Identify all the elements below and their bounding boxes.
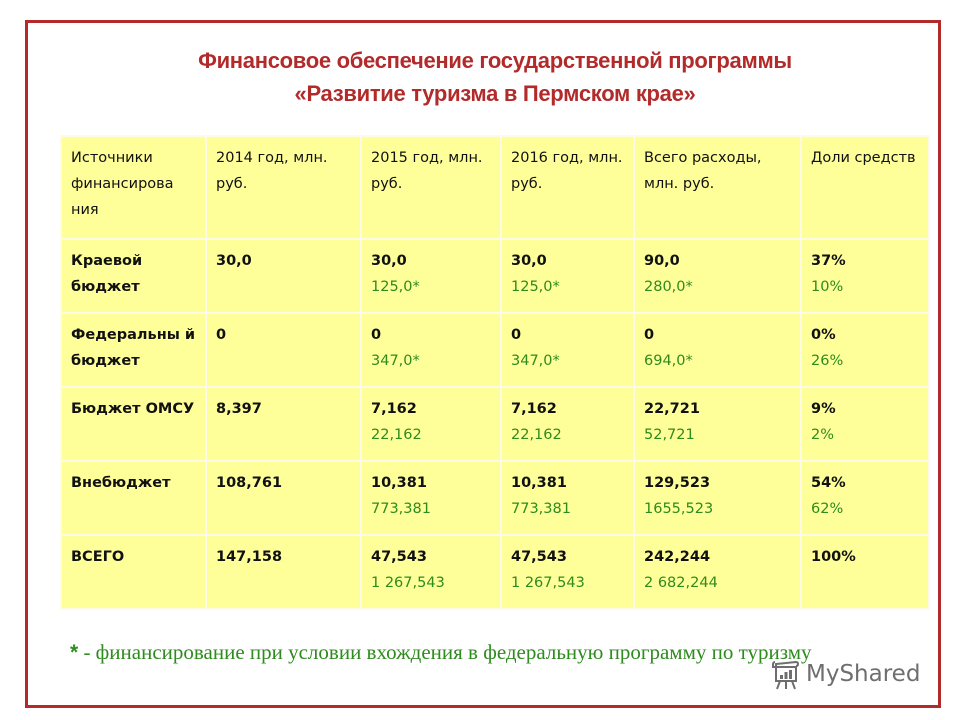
table-row: Федеральны й бюджет 0 0 347,0* 0 347,0* 0 6…	[60, 312, 930, 388]
cell-2016: 10,381 773,381	[500, 460, 635, 536]
value-base: 30,0	[511, 253, 547, 269]
cell-2016: 47,543 1 267,543	[500, 534, 635, 610]
cell-total: 90,0 280,0*	[633, 238, 802, 314]
presentation-chart-icon	[770, 658, 800, 690]
header-2016: 2016 год, млн. руб.	[500, 135, 635, 240]
value-base: 10,381	[371, 475, 427, 491]
cell-2016: 0 347,0*	[500, 312, 635, 388]
cell-share: 100%	[800, 534, 930, 610]
value-base: 129,523	[644, 475, 711, 491]
footnote-text: - финансирование при условии вхождения в…	[78, 640, 812, 664]
cell-2015: 0 347,0*	[360, 312, 502, 388]
header-share: Доли средств	[800, 135, 930, 240]
header-total: Всего расходы, млн. руб.	[633, 135, 802, 240]
value-alt: 347,0*	[511, 353, 560, 369]
value-base: 47,543	[511, 549, 567, 565]
value-base: 242,244	[644, 549, 711, 565]
value-base: 90,0	[644, 253, 680, 269]
cell-share: 0% 26%	[800, 312, 930, 388]
cell-source: Федеральны й бюджет	[60, 312, 207, 388]
table-row: Краевой бюджет 30,0 30,0 125,0* 30,0 125,0…	[60, 238, 930, 314]
value-base: 37%	[811, 253, 846, 269]
title-line-1: Финансовое обеспечение государственной п…	[198, 48, 792, 73]
cell-source: ВСЕГО	[60, 534, 207, 610]
table-row-total: ВСЕГО 147,158 47,543 1 267,543 47,543 1 26…	[60, 534, 930, 610]
title-line-2: «Развитие туризма в Пермском крае»	[294, 81, 696, 106]
value-alt: 1655,523	[644, 501, 714, 517]
cell-2016: 30,0 125,0*	[500, 238, 635, 314]
cell-total: 129,523 1655,523	[633, 460, 802, 536]
value-base: 10,381	[511, 475, 567, 491]
header-2015: 2015 год, млн. руб.	[360, 135, 502, 240]
cell-share: 54% 62%	[800, 460, 930, 536]
value-alt: 1 267,543	[371, 575, 445, 591]
value-alt: 26%	[811, 353, 844, 369]
value-base: 30,0	[371, 253, 407, 269]
slide-title: Финансовое обеспечение государственной п…	[0, 44, 960, 110]
cell-2014: 8,397	[205, 386, 362, 462]
value-alt: 10%	[811, 279, 844, 295]
value-alt: 2%	[811, 427, 835, 443]
header-2014: 2014 год, млн. руб.	[205, 135, 362, 240]
value-base: 22,721	[644, 401, 700, 417]
value-alt: 773,381	[371, 501, 431, 517]
value-alt: 125,0*	[371, 279, 420, 295]
cell-2015: 30,0 125,0*	[360, 238, 502, 314]
footnote-star: *	[70, 641, 79, 664]
value-alt: 773,381	[511, 501, 571, 517]
value-alt: 22,162	[371, 427, 422, 443]
cell-total: 242,244 2 682,244	[633, 534, 802, 610]
table-header-row: Источники финансирова ния 2014 год, млн.…	[60, 135, 930, 240]
cell-source: Краевой бюджет	[60, 238, 207, 314]
cell-2014: 147,158	[205, 534, 362, 610]
value-base: 100%	[811, 549, 856, 565]
cell-total: 0 694,0*	[633, 312, 802, 388]
value-base: 0%	[811, 327, 836, 343]
value-alt: 52,721	[644, 427, 695, 443]
value-alt: 2 682,244	[644, 575, 718, 591]
value-alt: 280,0*	[644, 279, 693, 295]
table-row: Внебюджет 108,761 10,381 773,381 10,381 77…	[60, 460, 930, 536]
footnote: * - финансирование при условии вхождения…	[70, 637, 870, 668]
watermark-label: MyShared	[806, 661, 921, 687]
cell-total: 22,721 52,721	[633, 386, 802, 462]
value-alt: 694,0*	[644, 353, 693, 369]
cell-share: 37% 10%	[800, 238, 930, 314]
header-source: Источники финансирова ния	[60, 135, 207, 240]
cell-share: 9% 2%	[800, 386, 930, 462]
cell-2016: 7,162 22,162	[500, 386, 635, 462]
value-base: 7,162	[511, 401, 557, 417]
value-alt: 125,0*	[511, 279, 560, 295]
cell-2015: 10,381 773,381	[360, 460, 502, 536]
value-base: 7,162	[371, 401, 417, 417]
cell-2014: 30,0	[205, 238, 362, 314]
value-base: 0	[644, 327, 655, 343]
cell-2014: 0	[205, 312, 362, 388]
watermark: MyShared	[770, 658, 920, 690]
value-alt: 1 267,543	[511, 575, 585, 591]
cell-2015: 47,543 1 267,543	[360, 534, 502, 610]
cell-source: Внебюджет	[60, 460, 207, 536]
value-alt: 22,162	[511, 427, 562, 443]
cell-2014: 108,761	[205, 460, 362, 536]
financing-table: Источники финансирова ния 2014 год, млн.…	[60, 135, 930, 610]
value-alt: 347,0*	[371, 353, 420, 369]
value-alt: 62%	[811, 501, 844, 517]
cell-2015: 7,162 22,162	[360, 386, 502, 462]
value-base: 0	[511, 327, 522, 343]
value-base: 9%	[811, 401, 836, 417]
value-base: 54%	[811, 475, 846, 491]
value-base: 47,543	[371, 549, 427, 565]
value-base: 0	[371, 327, 382, 343]
cell-source: Бюджет ОМСУ	[60, 386, 207, 462]
table-row: Бюджет ОМСУ 8,397 7,162 22,162 7,162 22,16…	[60, 386, 930, 462]
